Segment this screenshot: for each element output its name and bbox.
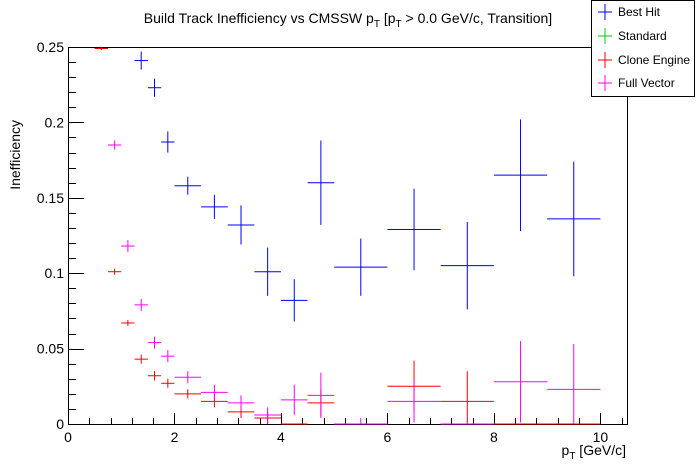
y-tick-label: 0.15 (37, 190, 64, 206)
series-layer (94, 47, 601, 425)
data-point (134, 51, 148, 70)
y-axis-title: Inefficiency (7, 120, 23, 190)
legend-box (591, 0, 695, 97)
data-point (307, 140, 335, 225)
data-point (307, 372, 335, 418)
data-point (121, 240, 135, 253)
data-point (134, 298, 148, 311)
data-point (174, 371, 202, 384)
data-point (280, 384, 308, 415)
data-point (440, 371, 494, 424)
data-point (387, 188, 441, 271)
data-point (147, 336, 162, 349)
data-point (440, 221, 494, 310)
x-tick-label: 10 (593, 429, 609, 445)
data-point (254, 407, 281, 423)
data-point (493, 119, 548, 231)
data-point (94, 47, 108, 51)
legend-entry: Full Vector (598, 75, 675, 91)
legend-label: Full Vector (618, 76, 675, 90)
y-tick-label: 0.2 (45, 114, 65, 130)
data-point (201, 194, 228, 219)
legend-label: Standard (618, 29, 667, 43)
data-point (334, 417, 388, 425)
data-point (161, 131, 175, 153)
chart-title: Build Track Inefficiency vs CMSSW pT [pT… (144, 10, 552, 30)
data-point (147, 371, 162, 381)
data-point (174, 176, 202, 195)
x-tick-label: 0 (64, 429, 72, 445)
data-point (547, 344, 601, 424)
x-axis-title: pT [GeV/c] (562, 442, 626, 462)
data-point (547, 161, 601, 277)
axes-group: 0 2 4 6 8 10 0 0.05 0.1 0.15 0.2 0.25 (37, 39, 623, 445)
legend: Best Hit Standard Clone Engine Full Vector (591, 0, 695, 97)
data-point (254, 247, 281, 296)
legend-entry: Best Hit (598, 4, 661, 20)
y-tick-label: 0.1 (45, 265, 65, 281)
data-point (493, 341, 548, 423)
data-point (161, 378, 175, 388)
data-point (107, 140, 122, 150)
y-tick-label: 0.25 (37, 39, 64, 55)
x-tick-label: 2 (171, 429, 179, 445)
data-point (227, 205, 255, 245)
data-point (280, 279, 308, 322)
data-point (227, 395, 255, 411)
series-best-hit (134, 51, 601, 322)
data-point (201, 384, 228, 400)
data-point (174, 389, 202, 399)
y-tick-label: 0 (56, 416, 64, 432)
legend-label: Clone Engine (618, 53, 690, 67)
data-point (334, 238, 388, 296)
legend-entry: Standard (598, 28, 667, 44)
legend-entries: Best Hit Standard Clone Engine Full Vector (598, 4, 690, 91)
data-point (121, 319, 135, 326)
data-point (107, 268, 122, 275)
legend-label: Best Hit (618, 5, 661, 19)
y-tick-label: 0.05 (37, 341, 64, 357)
data-point (161, 350, 175, 363)
legend-entry: Clone Engine (598, 52, 690, 68)
data-point (387, 380, 441, 423)
data-point (147, 78, 162, 97)
x-tick-label: 8 (490, 429, 498, 445)
x-tick-label: 4 (277, 429, 285, 445)
series-full-vector (107, 140, 601, 425)
data-point (134, 354, 148, 364)
x-tick-label: 6 (384, 429, 392, 445)
